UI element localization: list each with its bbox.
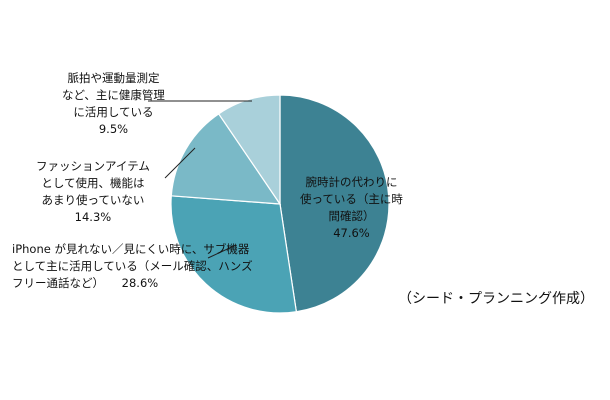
slice-label-line: ファッションアイテム xyxy=(36,159,150,173)
leader-line-iphone-sub xyxy=(207,244,237,259)
leader-line-fashion xyxy=(164,147,196,179)
slice-label-iphone-sub: iPhone が見れない／見にくい時に、サブ機器 として主に活用している（メール… xyxy=(12,241,253,292)
slice-health xyxy=(217,94,281,206)
slice-value-label: 14.3% xyxy=(74,210,112,224)
slice-label-fashion: ファッションアイテム として使用、機能は あまり使っていない 14.3% xyxy=(36,158,150,226)
slice-value-label: 28.6% xyxy=(121,276,159,290)
slice-label-line: として主に活用している（メール確認、ハンズ xyxy=(12,259,253,273)
slice-label-line: 間確認） xyxy=(328,209,375,223)
slice-value-label: 9.5% xyxy=(98,122,129,136)
slice-label-line: 脈拍や運動量測定 xyxy=(67,71,160,85)
slice-label-line-last: フリー通話など） xyxy=(12,276,104,290)
slice-label-line: 使っている（主に時 xyxy=(300,192,403,206)
slice-label-line: 腕時計の代わりに xyxy=(305,175,398,189)
slice-label-line: など、主に健康管理 xyxy=(62,88,165,102)
slice-iphone-sub xyxy=(170,195,298,314)
source-note: （シード・プランニング作成） xyxy=(398,291,594,307)
slice-label-line: iPhone が見れない／見にくい時に、サブ機器 xyxy=(12,242,250,256)
slice-watch xyxy=(279,94,390,313)
slice-label-watch: 腕時計の代わりに 使っている（主に時 間確認） 47.6% xyxy=(300,174,403,242)
slice-label-line: に活用している xyxy=(73,105,154,119)
slice-label-line: として使用、機能は xyxy=(41,176,145,190)
slice-value-label: 47.6% xyxy=(333,226,370,240)
slice-label-line: あまり使っていない xyxy=(41,193,145,207)
slice-fashion xyxy=(170,113,282,205)
slice-label-health: 脈拍や運動量測定 など、主に健康管理 に活用している 9.5% xyxy=(62,70,165,138)
slice-label-line: フリー通話など） 28.6% xyxy=(12,275,253,292)
